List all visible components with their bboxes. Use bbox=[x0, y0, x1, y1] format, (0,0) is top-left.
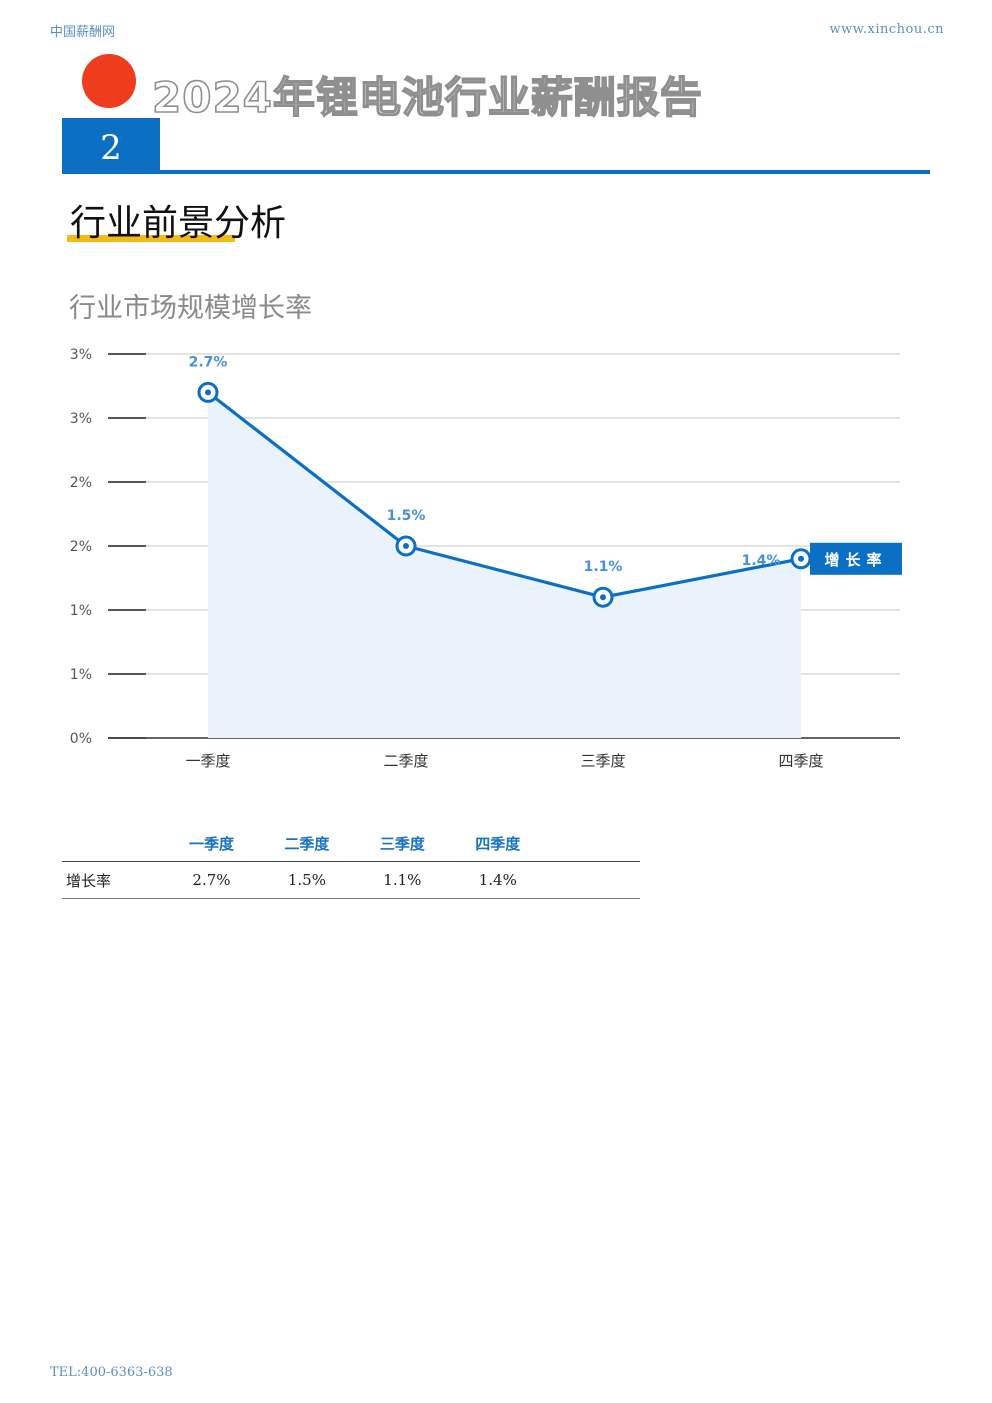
series-line bbox=[207, 391, 802, 599]
data-point-center bbox=[600, 594, 606, 601]
y-tick-label: 1% bbox=[70, 603, 92, 619]
table-header-blank bbox=[545, 826, 640, 862]
section-title: 行业前景分析 bbox=[70, 203, 287, 244]
table-header-row: 一季度 二季度 三季度 四季度 bbox=[62, 826, 640, 862]
chart-title: 行业市场规模增长率 bbox=[69, 293, 312, 324]
table-header-q1: 一季度 bbox=[163, 826, 260, 862]
table-cell-blank bbox=[545, 861, 640, 899]
table-header-q4: 四季度 bbox=[450, 826, 546, 862]
data-label: 1.5% bbox=[387, 508, 426, 524]
section-number: 2 bbox=[100, 124, 122, 174]
y-tick-label: 3% bbox=[70, 347, 92, 363]
table-cell-q4: 1.4% bbox=[450, 861, 546, 899]
series-area bbox=[208, 392, 801, 738]
table-cell-q1: 2.7% bbox=[163, 861, 260, 899]
series-legend-box bbox=[810, 542, 902, 575]
data-point-center bbox=[403, 543, 409, 549]
data-point-center bbox=[798, 555, 804, 562]
data-label: 1.4% bbox=[742, 553, 781, 569]
x-tick-label: 一季度 bbox=[185, 752, 230, 770]
table-corner-cell bbox=[62, 826, 164, 862]
red-circle-decoration bbox=[82, 54, 136, 108]
section-title-highlight bbox=[67, 235, 235, 242]
y-tick-label: 2% bbox=[70, 475, 92, 491]
report-title: 2024年锂电池行业薪酬报告 bbox=[151, 72, 703, 123]
growth-rate-table: 一季度 二季度 三季度 四季度 增长率 2.7% 1.5% 1.1% 1.4% bbox=[62, 826, 640, 899]
series-legend-label: 增长率 bbox=[824, 551, 887, 569]
footer-phone: TEL:400-6363-638 bbox=[50, 1365, 173, 1380]
y-tick-label: 2% bbox=[70, 539, 92, 555]
site-url[interactable]: www.xinchou.cn bbox=[829, 22, 944, 37]
table-cell-q3: 1.1% bbox=[354, 861, 451, 899]
growth-rate-line-chart: 0% 1% 1% 2% 2% 3% 3% 2.7% 一季度 1.5% 二季度 1.1% 三季度 1.4% 四… bbox=[70, 347, 902, 770]
y-tick-label: 1% bbox=[70, 667, 92, 683]
x-tick-label: 三季度 bbox=[580, 752, 625, 770]
data-point-center bbox=[205, 389, 211, 396]
table-header-q2: 二季度 bbox=[259, 826, 355, 862]
data-label: 2.7% bbox=[189, 354, 228, 370]
data-label: 1.1% bbox=[584, 559, 623, 575]
table-row: 增长率 2.7% 1.5% 1.1% 1.4% bbox=[62, 861, 640, 899]
table-header-q3: 三季度 bbox=[354, 826, 451, 862]
y-tick-label: 3% bbox=[70, 411, 92, 427]
x-tick-label: 二季度 bbox=[383, 752, 428, 770]
x-tick-label: 四季度 bbox=[778, 752, 823, 770]
table-row-label: 增长率 bbox=[62, 861, 164, 899]
table-cell-q2: 1.5% bbox=[259, 861, 355, 899]
site-name: 中国薪酬网 bbox=[50, 25, 116, 40]
header-divider bbox=[62, 170, 930, 174]
y-tick-label: 0% bbox=[70, 731, 92, 747]
